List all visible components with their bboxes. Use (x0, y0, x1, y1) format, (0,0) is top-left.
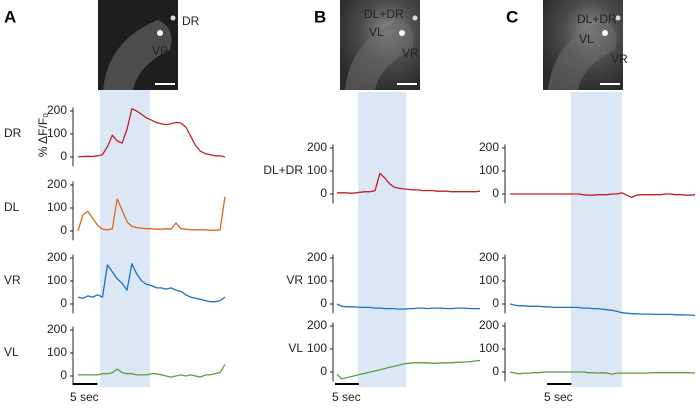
trace (510, 192, 696, 199)
trace (336, 359, 481, 380)
panel-letter: A (4, 7, 16, 26)
spot (170, 15, 176, 21)
y-tick-label: 200 (307, 140, 327, 154)
panel-letter: B (314, 7, 326, 26)
image-label: DL (135, 2, 151, 16)
image-label: DL+DR (364, 7, 404, 21)
row-label: VL (288, 341, 303, 355)
y-tick-label: 0 (60, 368, 67, 382)
scale-bar-label: 5 sec (544, 390, 573, 404)
trace (509, 371, 696, 375)
y-tick-label: 0 (60, 149, 67, 163)
y-tick-label: 100 (47, 273, 67, 287)
image-label: VR (611, 52, 628, 66)
spot (412, 15, 418, 21)
trace (77, 196, 226, 232)
y-tick-label: 200 (47, 177, 67, 191)
image-label: VL (369, 25, 384, 39)
trace (77, 108, 226, 158)
row-label: VL (4, 345, 19, 359)
y-tick-label: 0 (492, 186, 499, 200)
y-tick-label: 100 (47, 126, 67, 140)
y-tick-label: 0 (60, 296, 67, 310)
tissue (548, 20, 617, 90)
y-tick-label: 100 (47, 345, 67, 359)
y-tick-label: 200 (47, 103, 67, 117)
y-tick-label: 200 (307, 250, 327, 264)
y-tick-label: 100 (479, 273, 499, 287)
stimulus-shade (570, 92, 622, 387)
image-label: VR (402, 46, 419, 60)
y-tick-label: 0 (60, 223, 67, 237)
row-label: DR (4, 126, 22, 140)
y-axis-label: % ΔF/F₀ (36, 113, 50, 157)
y-tick-label: 100 (307, 341, 327, 355)
y-tick-label: 100 (307, 163, 327, 177)
trace (78, 364, 226, 378)
scale-bar-label: 5 sec (70, 390, 99, 404)
scale-bar-label: 5 sec (332, 390, 361, 404)
tissue (103, 20, 172, 90)
spot (602, 30, 608, 36)
trace (77, 263, 226, 303)
image-label: DR (182, 14, 200, 28)
image-label: VL (579, 32, 594, 46)
row-label: VR (286, 273, 303, 287)
micrograph (98, 0, 178, 90)
spot (157, 30, 163, 36)
y-tick-label: 100 (47, 200, 67, 214)
y-tick-label: 0 (492, 296, 499, 310)
micrograph (340, 0, 420, 90)
row-label: DL (4, 200, 20, 214)
row-label: VR (4, 273, 21, 287)
trace (336, 303, 480, 310)
spot (615, 15, 621, 21)
y-tick-label: 200 (307, 318, 327, 332)
image-label: DL+DR (577, 12, 617, 26)
stimulus-shade (357, 92, 407, 387)
y-tick-label: 100 (479, 341, 499, 355)
y-tick-label: 200 (47, 322, 67, 336)
y-tick-label: 100 (479, 163, 499, 177)
y-tick-label: 200 (479, 318, 499, 332)
y-tick-label: 200 (479, 140, 499, 154)
spot (399, 30, 405, 36)
trace (509, 303, 696, 317)
tissue (345, 20, 414, 90)
panel-letter: C (506, 7, 518, 26)
micrograph (543, 0, 623, 90)
y-tick-label: 200 (479, 250, 499, 264)
y-tick-label: 0 (320, 364, 327, 378)
image-label: VR (152, 44, 169, 58)
stimulus-shade (100, 88, 151, 387)
y-tick-label: 0 (492, 364, 499, 378)
y-tick-label: 200 (47, 250, 67, 264)
row-label: DL+DR (263, 163, 303, 177)
y-tick-label: 0 (320, 186, 327, 200)
y-tick-label: 100 (307, 273, 327, 287)
y-tick-label: 0 (320, 296, 327, 310)
trace (337, 172, 481, 194)
image-label: VL (117, 16, 132, 30)
